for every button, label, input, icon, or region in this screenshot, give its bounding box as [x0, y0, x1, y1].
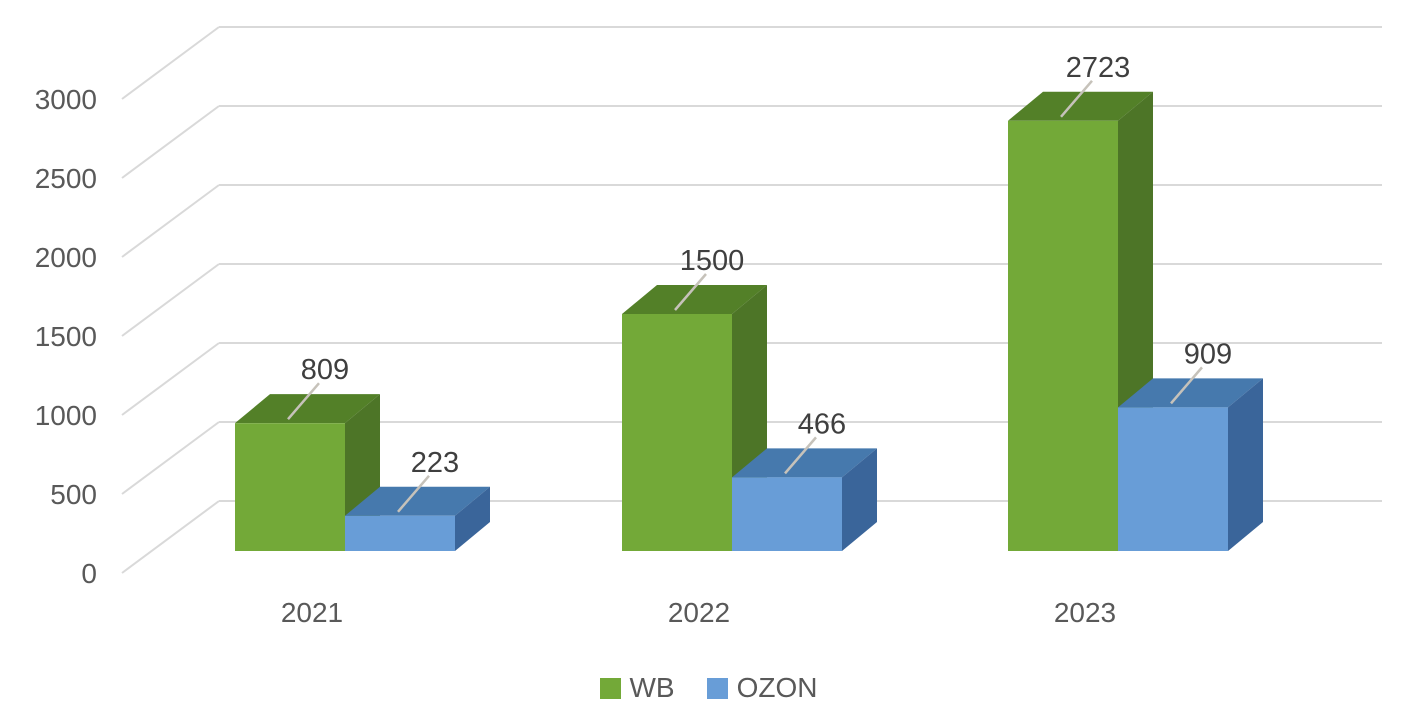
data-label-OZON-2022: 466	[798, 408, 846, 440]
data-label-leader-OZON-2023	[1170, 366, 1203, 405]
bar-top-WB-2021	[235, 394, 380, 424]
chart-legend: WB OZON	[0, 674, 1417, 702]
bar-side-OZON-2022	[842, 448, 877, 551]
data-label-leader-WB-2021	[287, 382, 320, 420]
legend-swatch-ozon	[706, 677, 728, 699]
data-label-OZON-2021: 223	[411, 447, 459, 479]
bar-top-WB-2023	[1008, 91, 1153, 121]
axis-tick-0	[121, 500, 220, 574]
y-tick-label-2500: 2500	[35, 163, 97, 194]
data-label-WB-2021: 809	[301, 354, 349, 386]
data-label-leader-WB-2022	[674, 273, 707, 311]
y-tick-label-0: 0	[81, 558, 97, 589]
y-tick-label-2000: 2000	[35, 242, 97, 273]
bar-top-WB-2022	[622, 285, 767, 314]
axis-tick-1000	[121, 342, 220, 416]
legend-item-wb: WB	[599, 672, 675, 703]
bar-OZON-2021	[345, 515, 455, 551]
y-tick-label-500: 500	[50, 479, 97, 510]
x-category-label-2022: 2022	[668, 597, 730, 628]
bar-WB-2021	[235, 423, 345, 551]
bar-top-OZON-2023	[1118, 378, 1263, 408]
legend-item-ozon: OZON	[706, 672, 818, 703]
data-label-leader-OZON-2021	[397, 474, 430, 513]
bar-WB-2023	[1008, 120, 1118, 552]
x-category-label-2023: 2023	[1054, 597, 1116, 628]
data-label-leader-WB-2023	[1060, 79, 1093, 118]
y-tick-label-1000: 1000	[35, 400, 97, 431]
data-label-WB-2022: 1500	[680, 245, 745, 277]
data-label-OZON-2023: 909	[1184, 338, 1232, 370]
x-category-label-2021: 2021	[281, 597, 343, 628]
bar-side-OZON-2023	[1228, 378, 1263, 551]
axis-tick-500	[121, 421, 220, 495]
legend-label-wb: WB	[629, 672, 675, 703]
bar-OZON-2023	[1118, 407, 1228, 551]
axis-tick-3000	[121, 26, 220, 100]
axis-tick-2500	[121, 105, 220, 179]
axis-tick-1500	[121, 263, 220, 337]
y-tick-label-1500: 1500	[35, 321, 97, 352]
data-label-leader-OZON-2022	[784, 436, 817, 475]
legend-swatch-wb	[599, 677, 621, 699]
bar-WB-2022	[622, 314, 732, 551]
y-tick-label-3000: 3000	[35, 84, 97, 115]
bar-top-OZON-2021	[345, 486, 490, 516]
legend-label-ozon: OZON	[736, 672, 818, 703]
bar-top-OZON-2022	[732, 448, 877, 478]
bar-side-OZON-2021	[455, 486, 490, 551]
axis-tick-2000	[121, 184, 220, 258]
bar-OZON-2022	[732, 477, 842, 551]
data-label-WB-2023: 2723	[1066, 52, 1131, 84]
